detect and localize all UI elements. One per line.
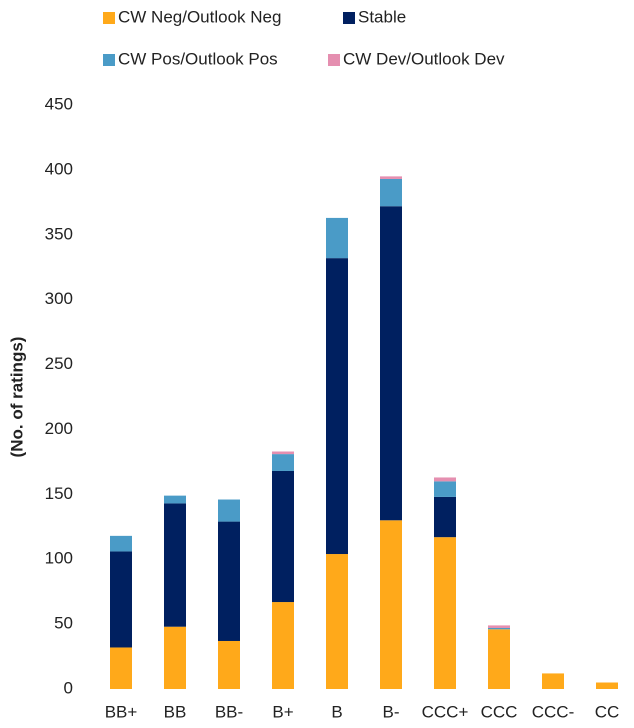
bar-segment [488,625,510,629]
x-tick-label: CCC [481,702,518,721]
legend-swatch [343,12,355,24]
bar-segment [326,258,348,555]
bar-segment [218,640,240,689]
bar-segment [542,673,564,689]
bar-segment [272,451,294,455]
bar-segment [110,535,132,552]
bar-segment [164,495,186,504]
legend-label: CW Neg/Outlook Neg [118,7,281,26]
bar-segment [326,554,348,689]
bar-segment [380,520,402,689]
y-tick-label: 400 [45,159,73,178]
x-tick-label: B+ [272,702,293,721]
y-tick-label: 150 [45,484,73,503]
bar-segment [164,626,186,689]
y-tick-label: 200 [45,419,73,438]
x-tick-label: BB- [215,702,243,721]
bar-segment [434,537,456,689]
y-tick-label: 450 [45,94,73,113]
bar-segment [326,217,348,259]
bar-segment [110,551,132,648]
legend-label: CW Dev/Outlook Dev [343,49,505,68]
legend-swatch [103,54,115,66]
x-tick-label: CC [595,702,620,721]
bar-segment [380,206,402,521]
bar-segment [272,602,294,689]
legend-label: Stable [358,7,406,26]
bar-segment [218,521,240,641]
bar-segment [380,176,402,179]
bar-segment [434,496,456,538]
y-tick-label: 300 [45,289,73,308]
y-tick-label: 100 [45,549,73,568]
y-tick-label: 50 [54,614,73,633]
bar-segment [164,503,186,627]
x-tick-label: BB+ [105,702,138,721]
bar-segment [110,647,132,689]
bar-segment [434,481,456,497]
bar-segment [434,477,456,482]
y-tick-label: 250 [45,354,73,373]
legend-swatch [103,12,115,24]
legend-swatch [328,54,340,66]
y-axis-label: (No. of ratings) [7,337,26,458]
x-tick-label: B [331,702,342,721]
x-tick-label: CCC+ [422,702,469,721]
y-tick-label: 0 [64,678,73,697]
bar-segment [488,628,510,630]
bar-segment [272,454,294,471]
bar-segment [596,682,618,689]
bar-segment [488,629,510,689]
bar-segment [218,499,240,522]
y-tick-label: 350 [45,224,73,243]
bar-segment [380,178,402,207]
bar-segment [272,470,294,603]
x-tick-label: B- [383,702,400,721]
x-tick-label: BB [164,702,187,721]
x-tick-label: CCC- [532,702,575,721]
legend-label: CW Pos/Outlook Pos [118,49,278,68]
